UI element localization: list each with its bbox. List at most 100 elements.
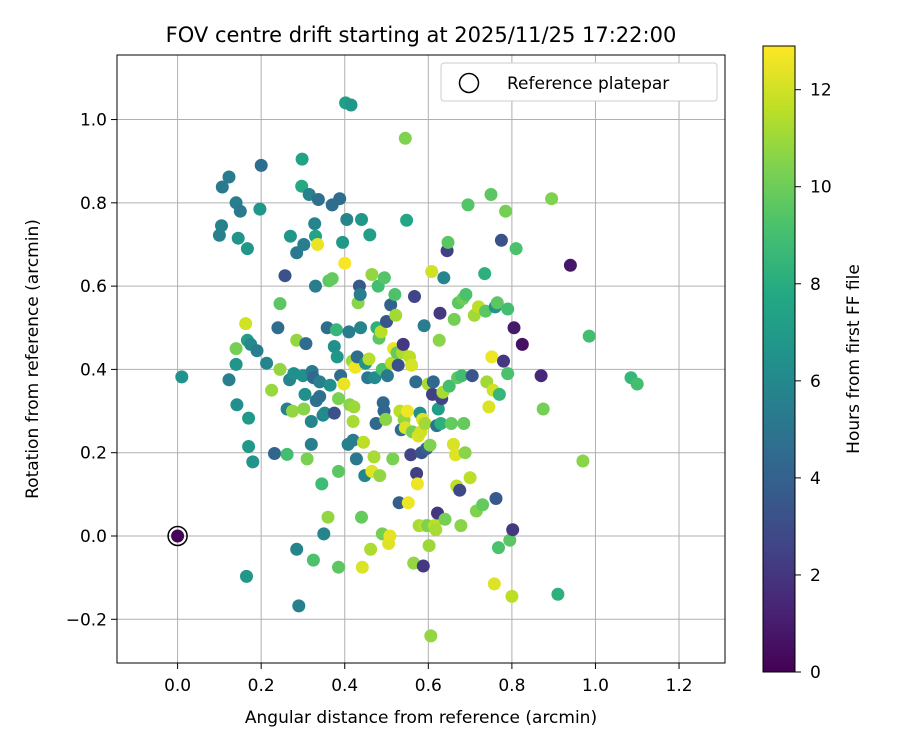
colorbar-tick-label: 4 (810, 469, 821, 489)
data-point (347, 400, 361, 414)
data-point (230, 398, 244, 412)
data-point (254, 158, 268, 172)
data-point (342, 325, 356, 339)
data-point (418, 417, 432, 430)
x-axis-label: Angular distance from reference (arcmin) (245, 708, 597, 728)
data-point (434, 417, 448, 430)
data-point (429, 523, 443, 537)
reference-marker-group (167, 525, 188, 547)
data-point (398, 131, 412, 145)
data-point (386, 452, 400, 466)
data-point (278, 269, 292, 283)
y-tick-label: 0.2 (80, 444, 107, 464)
data-point (175, 370, 189, 384)
data-point (311, 193, 325, 206)
data-point (338, 256, 352, 270)
data-point (503, 533, 517, 547)
data-point (364, 542, 378, 556)
data-point (304, 415, 318, 428)
data-point (336, 235, 350, 249)
data-point (229, 342, 243, 356)
data-point (327, 340, 341, 353)
data-point (311, 238, 325, 251)
data-point (354, 321, 368, 335)
data-point (321, 510, 335, 524)
data-point (240, 242, 254, 256)
plot-area: 0.0 0.2 0.4 0.6 0.8 1.0 1.2 −0.20.00.20.40.60.… (66, 54, 726, 696)
data-point (389, 308, 403, 322)
x-tick-label: 1.2 (666, 676, 693, 696)
data-point (425, 265, 439, 278)
data-point (405, 358, 419, 372)
data-point (441, 235, 455, 249)
data-point (461, 198, 475, 212)
data-point (424, 629, 438, 643)
data-point (349, 452, 363, 466)
colorbar-gradient (762, 45, 796, 673)
data-point (273, 362, 287, 376)
data-point (497, 354, 510, 368)
colorbar-label: Hours from first FF file (844, 264, 864, 454)
data-point (380, 315, 393, 328)
data-point (509, 242, 523, 256)
data-point (355, 510, 368, 524)
data-point (355, 560, 369, 574)
y-tick-label: 0.6 (80, 277, 107, 297)
data-point (396, 337, 410, 351)
data-point (332, 560, 345, 574)
data-point (422, 539, 436, 553)
data-point (304, 437, 318, 451)
data-point (300, 452, 314, 466)
data-point (384, 298, 398, 312)
data-point (408, 290, 421, 303)
data-point (380, 369, 394, 383)
data-point (355, 213, 368, 226)
data-point (373, 469, 387, 483)
data-point (357, 435, 370, 449)
data-point (229, 357, 243, 371)
data-point (295, 179, 309, 193)
data-point (318, 406, 332, 420)
data-point (478, 267, 492, 281)
data-point (348, 360, 362, 374)
y-axis-ticks: −0.2 0.0 0.2 0.4 0.6 0.8 1.0 (66, 111, 117, 630)
data-point (283, 229, 297, 243)
data-point (379, 412, 393, 426)
data-point (308, 217, 322, 231)
y-axis-label: Rotation from reference (arcmin) (23, 219, 43, 499)
colorbar-tick-label: 2 (810, 566, 821, 586)
data-point (494, 233, 508, 247)
data-point (401, 496, 415, 510)
data-point (482, 400, 496, 414)
data-point (297, 402, 311, 416)
data-point (265, 383, 279, 397)
legend: Reference platepar (440, 62, 718, 102)
data-point (363, 228, 377, 242)
data-point (501, 302, 515, 316)
data-point (344, 98, 358, 112)
data-point (240, 569, 253, 583)
data-point (534, 369, 548, 383)
data-point (563, 258, 577, 272)
legend-reference-marker (458, 72, 480, 94)
data-point (391, 358, 405, 372)
data-point (253, 202, 267, 216)
data-point (329, 323, 343, 337)
data-point (404, 448, 418, 462)
x-tick-label: 0.0 (164, 676, 191, 696)
data-point (410, 467, 424, 480)
data-point (576, 454, 590, 468)
x-tick-label: 1.0 (582, 676, 609, 696)
colorbar-tick-label: 12 (810, 81, 832, 101)
data-point (222, 170, 236, 184)
data-point (484, 188, 498, 201)
data-point (346, 433, 360, 447)
data-point (313, 375, 327, 389)
chart-title: FOV centre drift starting at 2025/11/25 … (166, 23, 677, 47)
colorbar-tick-label: 10 (810, 178, 832, 198)
data-point (330, 350, 344, 364)
data-point (463, 471, 477, 485)
data-point (299, 337, 313, 351)
data-point (431, 402, 445, 416)
data-point (297, 238, 311, 251)
